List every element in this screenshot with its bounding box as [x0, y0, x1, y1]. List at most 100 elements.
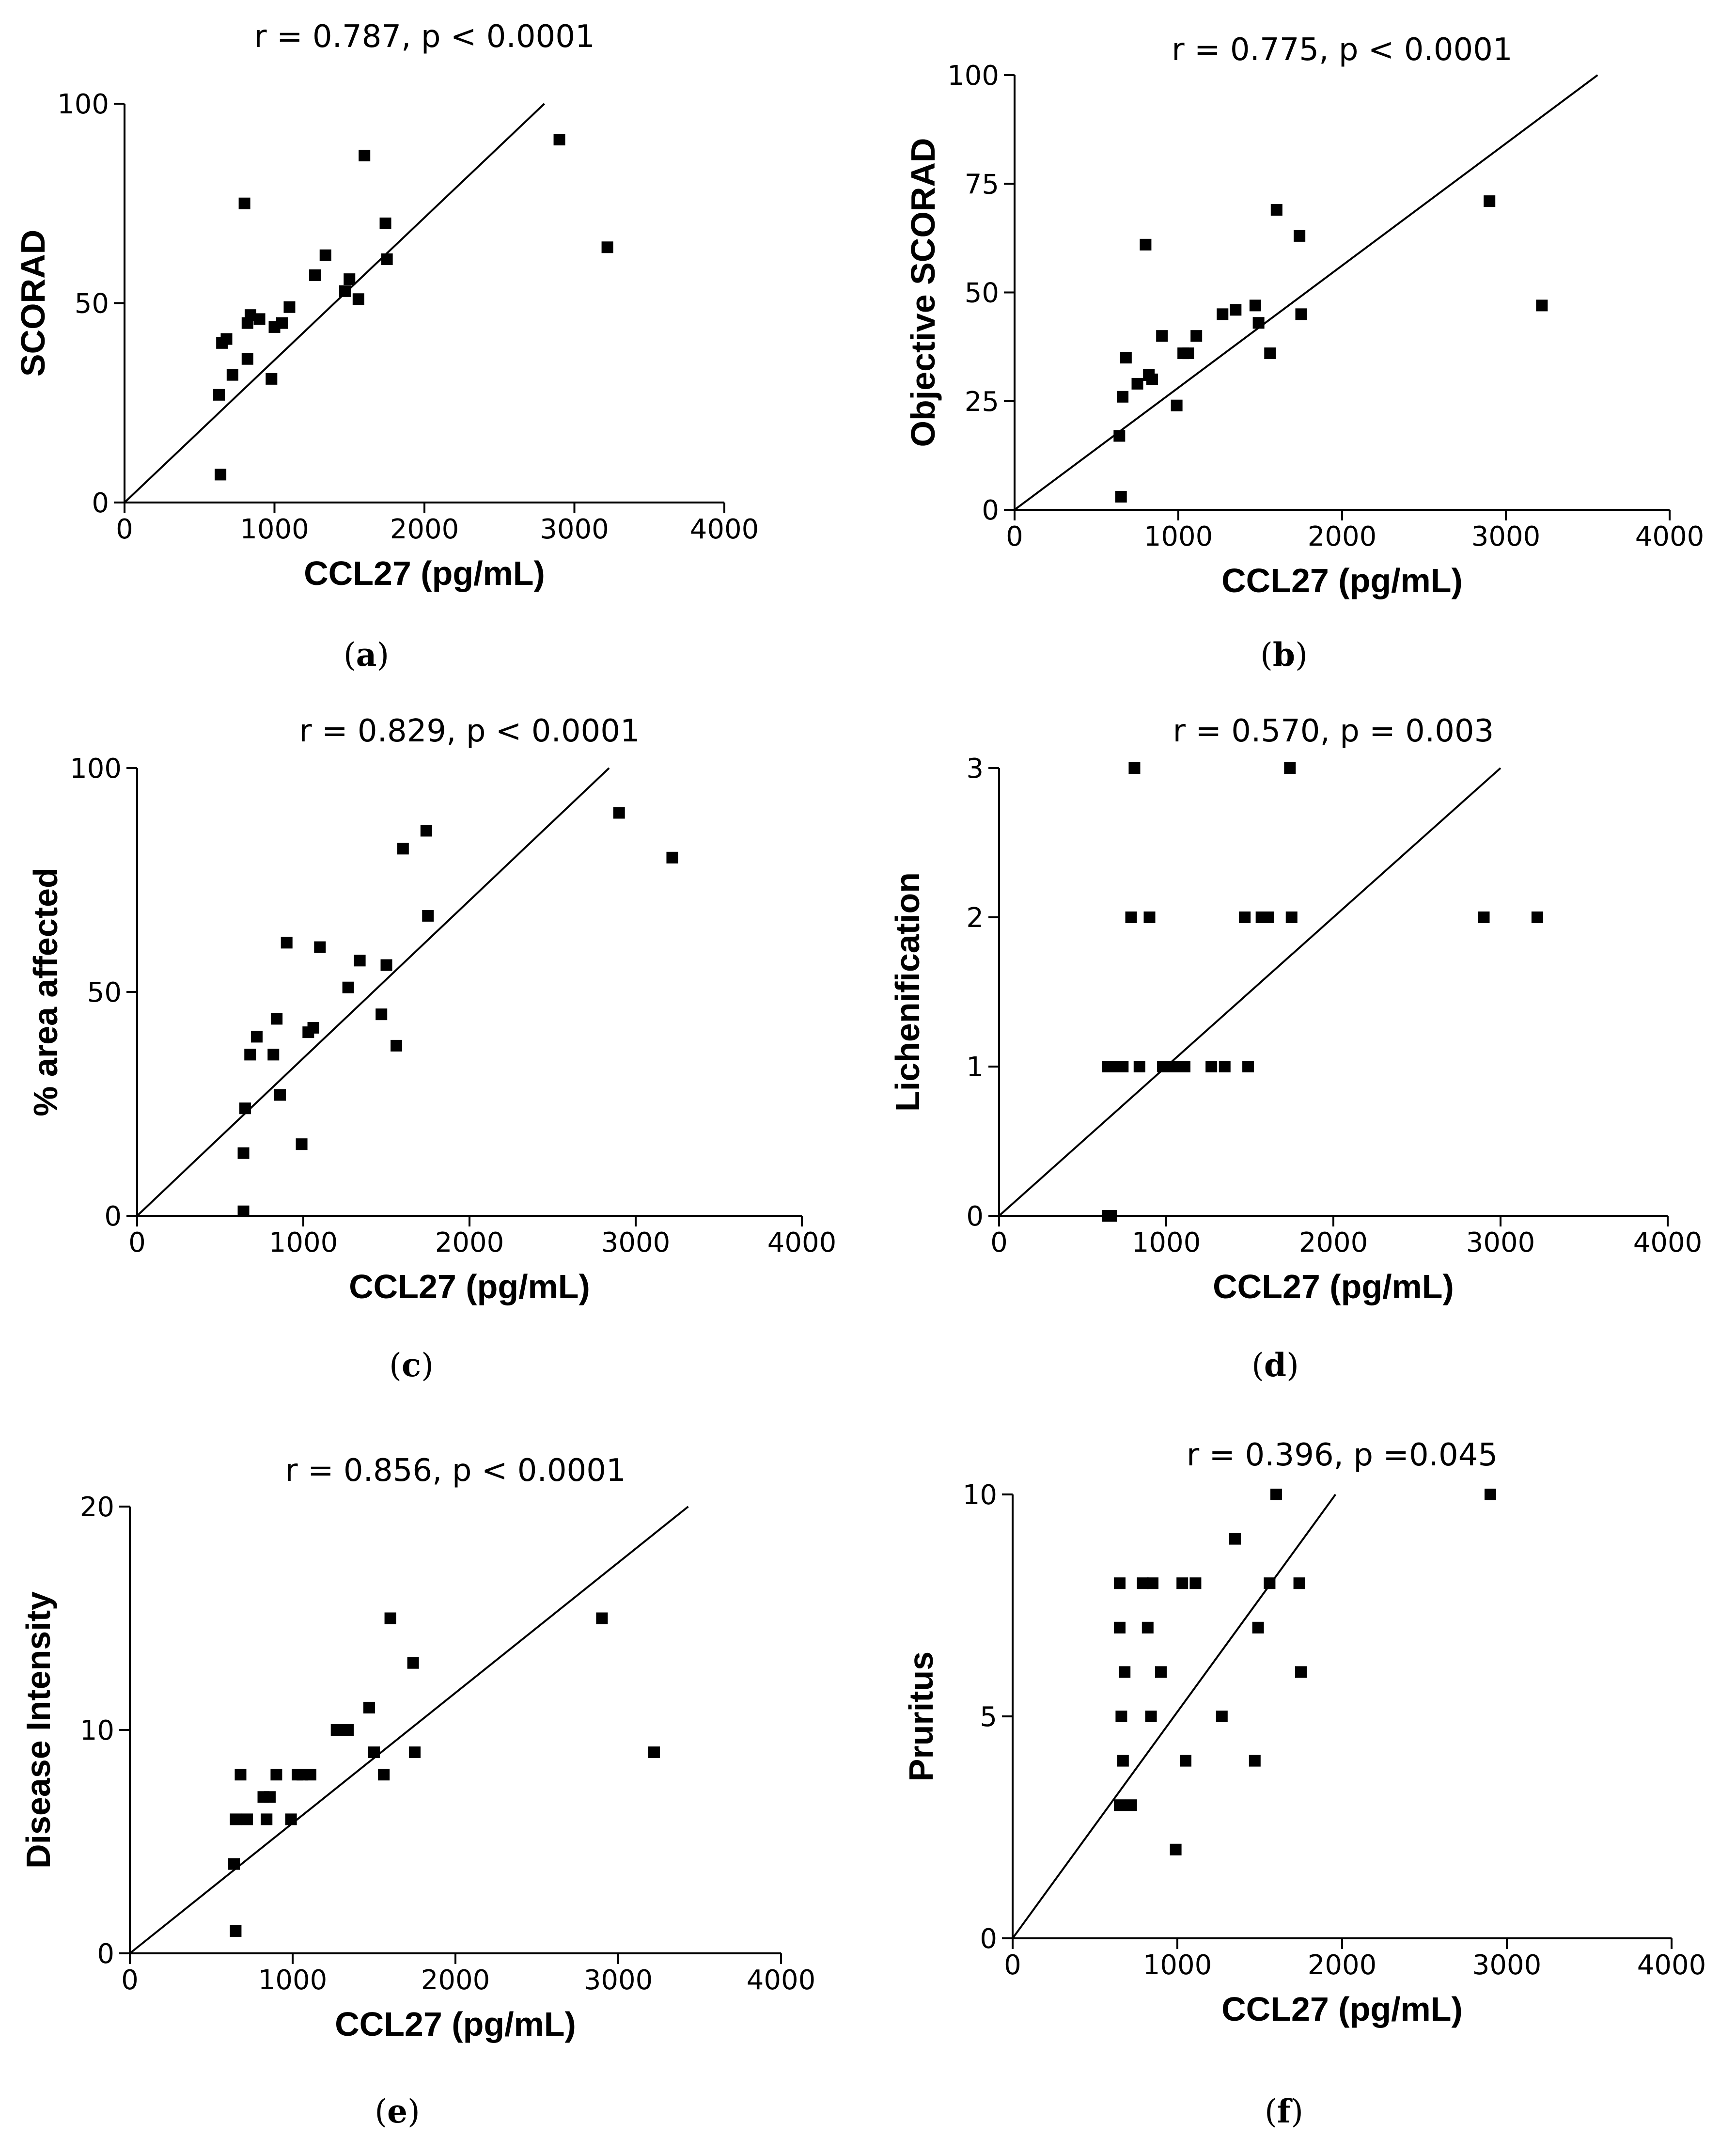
x-tick-label: 4000 — [767, 1227, 837, 1258]
panel-caption: (f) — [1265, 2092, 1303, 2130]
data-point — [342, 981, 354, 993]
data-point — [1114, 1621, 1126, 1634]
y-axis-label: Objective SCORAD — [904, 138, 942, 447]
y-tick-label: 0 — [97, 1938, 114, 1970]
x-tick-label: 3000 — [540, 514, 609, 545]
data-point — [213, 389, 225, 401]
data-point — [244, 1049, 256, 1061]
data-point — [1485, 1489, 1496, 1500]
data-point — [381, 253, 393, 265]
data-point — [253, 313, 266, 325]
x-tick-label: 2000 — [1299, 1227, 1368, 1258]
x-tick-label: 0 — [128, 1227, 146, 1258]
data-point — [1205, 1061, 1218, 1072]
data-point — [1128, 762, 1141, 774]
data-point — [1146, 373, 1158, 385]
x-tick-label: 1000 — [269, 1227, 338, 1258]
y-tick-label: 5 — [980, 1701, 997, 1733]
panel-title: r = 0.396, p =0.045 — [1187, 1437, 1498, 1473]
data-point — [1252, 1621, 1264, 1634]
y-tick-label: 100 — [947, 60, 999, 92]
panel-caption: (c) — [389, 1346, 434, 1384]
data-point — [342, 1724, 354, 1736]
data-point — [1115, 491, 1127, 503]
regression-line — [998, 767, 1501, 1217]
data-point — [648, 1746, 660, 1759]
caption-open: ( — [1251, 1347, 1264, 1384]
data-point — [359, 149, 371, 161]
data-point — [378, 1769, 390, 1781]
y-tick-label: 20 — [80, 1492, 114, 1523]
data-point — [1137, 1577, 1149, 1589]
data-point — [215, 469, 227, 481]
regression-line — [124, 103, 545, 503]
data-point — [1230, 304, 1242, 316]
data-point — [1270, 1489, 1282, 1500]
x-tick-label: 0 — [1004, 1949, 1021, 1981]
data-point — [1117, 1061, 1129, 1072]
data-point — [1264, 1577, 1276, 1589]
data-point — [1145, 1711, 1157, 1722]
data-point — [1176, 1577, 1189, 1589]
data-point — [250, 1031, 263, 1043]
data-point — [1105, 1210, 1117, 1222]
data-point — [270, 1769, 282, 1781]
panel-caption: (a) — [344, 636, 389, 674]
y-tick-label: 0 — [104, 1201, 122, 1232]
data-point — [1249, 299, 1261, 312]
x-tick-label: 2000 — [1308, 1949, 1377, 1981]
x-tick-label: 1000 — [1144, 521, 1213, 552]
data-point — [304, 1769, 316, 1781]
panel-title: r = 0.570, p = 0.003 — [1173, 713, 1494, 749]
x-tick-label: 0 — [116, 514, 133, 545]
data-point — [235, 1769, 247, 1781]
x-axis-label: CCL27 (pg/mL) — [304, 554, 545, 592]
data-point — [409, 1746, 421, 1759]
y-tick-label: 0 — [980, 1923, 997, 1955]
data-point — [1169, 1061, 1181, 1072]
x-tick-label: 4000 — [1637, 1949, 1706, 1981]
data-point — [352, 293, 364, 305]
data-point — [666, 851, 678, 864]
caption-letter: c — [402, 1346, 421, 1384]
data-point — [285, 1813, 297, 1825]
y-tick-label: 0 — [92, 487, 109, 519]
data-point — [238, 197, 250, 209]
data-point — [220, 333, 233, 345]
data-point — [596, 1612, 608, 1624]
data-point — [1114, 1577, 1126, 1589]
data-point — [1284, 762, 1296, 774]
data-point — [1140, 238, 1152, 251]
y-tick-label: 2 — [966, 902, 984, 934]
data-point — [261, 1813, 273, 1825]
panel-title: r = 0.787, p < 0.0001 — [254, 19, 594, 55]
x-axis-label: CCL27 (pg/mL) — [335, 2005, 576, 2043]
data-point — [1262, 911, 1274, 923]
panel-caption: (b) — [1260, 636, 1308, 674]
data-point — [601, 241, 613, 253]
data-point — [319, 249, 331, 261]
y-tick-label: 100 — [70, 753, 122, 785]
data-point — [339, 285, 351, 297]
data-point — [239, 1102, 251, 1115]
data-point — [553, 134, 565, 146]
data-point — [1155, 1666, 1167, 1678]
data-point — [380, 959, 392, 971]
data-point — [1119, 1666, 1131, 1678]
data-point — [1117, 1755, 1129, 1767]
data-point — [307, 1021, 319, 1034]
panel-d: r = 0.570, p = 0.003 0 1000 2000 3000 4000 0 1 2… — [889, 713, 1702, 1384]
x-tick-label: 1000 — [258, 1964, 328, 1996]
x-tick-label: 0 — [1006, 521, 1023, 552]
data-point — [274, 1089, 286, 1101]
data-point — [1285, 911, 1298, 923]
y-axis-label: SCORAD — [14, 230, 52, 377]
x-tick-label: 3000 — [1466, 1227, 1535, 1258]
caption-letter: e — [387, 2092, 407, 2130]
y-axis-label: % area affected — [27, 867, 64, 1116]
data-point — [1170, 1843, 1182, 1855]
y-tick-label: 100 — [57, 89, 109, 120]
y-tick-label: 0 — [966, 1201, 984, 1232]
